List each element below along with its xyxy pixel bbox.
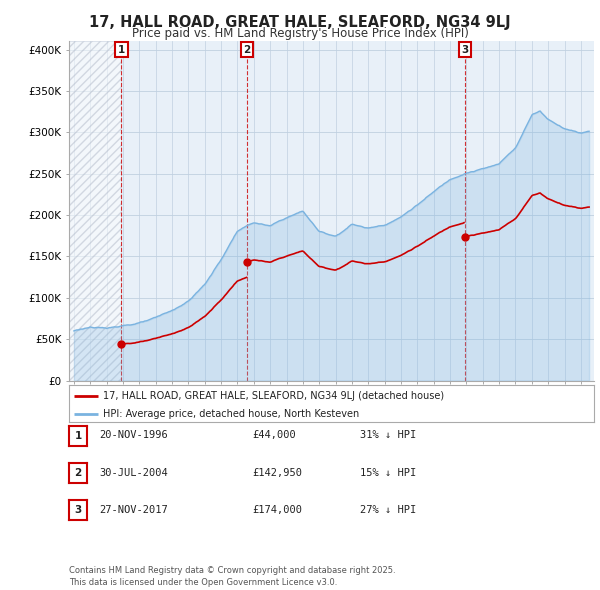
Text: 27-NOV-2017: 27-NOV-2017 <box>99 505 168 514</box>
Text: £44,000: £44,000 <box>252 431 296 440</box>
Text: 15% ↓ HPI: 15% ↓ HPI <box>360 468 416 477</box>
Text: 3: 3 <box>461 45 469 54</box>
Text: Contains HM Land Registry data © Crown copyright and database right 2025.
This d: Contains HM Land Registry data © Crown c… <box>69 566 395 587</box>
Text: 31% ↓ HPI: 31% ↓ HPI <box>360 431 416 440</box>
Text: 2: 2 <box>74 468 82 478</box>
Text: 17, HALL ROAD, GREAT HALE, SLEAFORD, NG34 9LJ (detached house): 17, HALL ROAD, GREAT HALE, SLEAFORD, NG3… <box>103 391 444 401</box>
Text: HPI: Average price, detached house, North Kesteven: HPI: Average price, detached house, Nort… <box>103 409 359 419</box>
Text: 1: 1 <box>74 431 82 441</box>
Bar <box>69 41 121 381</box>
Text: 3: 3 <box>74 506 82 515</box>
Text: £174,000: £174,000 <box>252 505 302 514</box>
Text: 27% ↓ HPI: 27% ↓ HPI <box>360 505 416 514</box>
Text: 30-JUL-2004: 30-JUL-2004 <box>99 468 168 477</box>
Text: 17, HALL ROAD, GREAT HALE, SLEAFORD, NG34 9LJ: 17, HALL ROAD, GREAT HALE, SLEAFORD, NG3… <box>89 15 511 30</box>
Text: 20-NOV-1996: 20-NOV-1996 <box>99 431 168 440</box>
Text: Price paid vs. HM Land Registry's House Price Index (HPI): Price paid vs. HM Land Registry's House … <box>131 27 469 40</box>
Text: 2: 2 <box>244 45 251 54</box>
Text: 1: 1 <box>118 45 125 54</box>
Text: £142,950: £142,950 <box>252 468 302 477</box>
